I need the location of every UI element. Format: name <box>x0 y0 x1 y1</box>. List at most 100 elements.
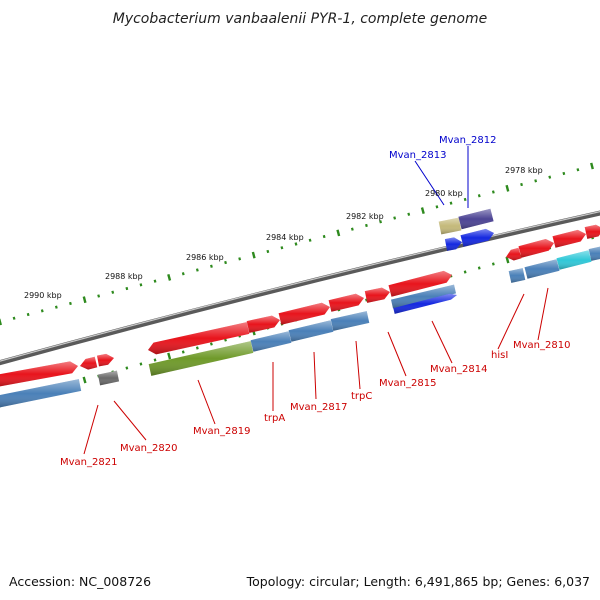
cds-mvan-2813 <box>438 217 462 235</box>
outer-minor-tick <box>491 190 495 194</box>
gene-labels: Mvan_2812 Mvan_2813 Mvan_2810 hisI Mvan_… <box>60 135 570 468</box>
gene-mvan-2813-shade <box>444 237 462 251</box>
kbp-labels: 2990 kbp 2988 kbp 2986 kbp 2984 kbp 2982… <box>24 166 543 300</box>
cds-mvan-2810b <box>556 250 592 270</box>
leader-hisi <box>497 293 525 350</box>
gene-mvan-2820a-shade <box>80 356 98 370</box>
outer-minor-tick <box>195 268 199 272</box>
cds-mvan-2820 <box>97 370 120 386</box>
inner-minor-tick <box>153 358 157 362</box>
outer-minor-tick <box>322 234 326 239</box>
gene-label-mvan-2810: Mvan_2810 <box>513 340 570 351</box>
cds-mvan-2815 <box>391 284 456 309</box>
gene-mvan-2809-shade <box>584 224 600 239</box>
topology-summary: Topology: circular; Length: 6,491,865 bp… <box>246 574 590 589</box>
gene-mvan-2810a <box>518 239 554 258</box>
gene-trpa-shade <box>246 315 280 333</box>
gene-mvan-2810a-shade <box>518 239 554 258</box>
outer-minor-tick <box>477 194 481 198</box>
gene-label-mvan-2813: Mvan_2813 <box>389 150 446 161</box>
gene-label-mvan-2812: Mvan_2812 <box>439 135 496 146</box>
leader-mvan-2815 <box>387 331 407 377</box>
gene-mvan-2809 <box>584 224 600 239</box>
inner-minor-tick <box>477 266 481 270</box>
cds-mvan-2815-shade <box>391 284 456 309</box>
outer-major-tick <box>590 162 594 170</box>
inner-minor-tick <box>491 262 495 266</box>
cds-mvan-2809-shade <box>588 246 600 261</box>
gene-mvan-2820b-shade <box>97 353 114 367</box>
strand-mvan-2815 <box>393 293 457 314</box>
gene-mvan-2820b <box>97 353 114 367</box>
leader-mvan-2817 <box>313 351 317 400</box>
outer-minor-tick <box>125 286 129 291</box>
cds-mvan-2810a-shade <box>524 259 560 279</box>
outer-minor-tick <box>153 279 157 283</box>
gene-mvan-2821 <box>0 361 78 387</box>
outer-major-tick <box>420 207 425 215</box>
gene-label-trpc: trpC <box>351 391 372 402</box>
gene-label-mvan-2820: Mvan_2820 <box>120 443 177 454</box>
gene-label-mvan-2814: Mvan_2814 <box>430 364 487 375</box>
cds-mvan-2809 <box>588 246 600 261</box>
leader-trpc <box>355 340 361 390</box>
outer-minor-tick <box>435 205 439 209</box>
inner-minor-tick <box>195 346 199 350</box>
leader-mvan-2820 <box>113 400 147 441</box>
inner-major-tick <box>167 352 172 360</box>
cds-trpc-shade <box>330 311 370 331</box>
outer-minor-tick <box>548 175 552 179</box>
cds-trpa <box>250 331 292 352</box>
gene-mvan-2820a <box>80 356 98 370</box>
gene-label-mvan-2821: Mvan_2821 <box>60 457 117 468</box>
outer-minor-tick <box>26 312 30 317</box>
gene-mvan-2812 <box>460 228 494 247</box>
outer-minor-tick <box>449 201 453 205</box>
gene-trpc <box>328 293 364 312</box>
inner-minor-tick <box>139 362 143 366</box>
kbp-label-2980: 2980 kbp <box>425 189 463 198</box>
outer-minor-tick <box>224 260 227 265</box>
label-leader-lines <box>83 146 549 455</box>
gene-mvan-2814 <box>388 270 452 297</box>
outer-minor-tick <box>69 301 72 306</box>
gene-mvan-2819 <box>148 322 250 355</box>
outer-minor-tick <box>463 197 467 202</box>
outer-minor-tick <box>181 272 185 276</box>
leader-mvan-2819 <box>197 379 216 425</box>
outer-minor-tick <box>365 223 368 228</box>
outer-minor-tick <box>111 290 115 294</box>
outer-minor-tick <box>379 220 382 224</box>
outer-major-tick <box>336 229 341 237</box>
outer-minor-tick <box>280 246 284 250</box>
inner-minor-tick <box>125 366 129 370</box>
leader-mvan-2821 <box>83 404 99 455</box>
kbp-label-2984: 2984 kbp <box>266 233 304 242</box>
gene-hisi <box>506 247 522 261</box>
outer-minor-tick <box>308 238 312 242</box>
gene-label-hisi: hisI <box>491 350 508 361</box>
outer-major-tick <box>82 296 87 304</box>
accession-text: Accession: NC_008726 <box>9 574 151 589</box>
cds-mvan-2821-shade <box>0 379 82 408</box>
gene-features <box>0 208 600 408</box>
outer-minor-tick <box>12 316 16 320</box>
outer-minor-tick <box>238 257 242 261</box>
outer-major-tick <box>505 184 510 192</box>
gene-label-trpa: trpA <box>264 413 285 424</box>
cds-trpa-shade <box>250 331 292 352</box>
leader-mvan-2814 <box>431 320 453 364</box>
inner-minor-tick <box>365 298 368 302</box>
outer-minor-tick <box>266 249 270 254</box>
cds-mvan-2819-shade <box>148 341 254 376</box>
cds-mvan-2817-shade <box>288 320 334 342</box>
outer-minor-tick <box>40 309 44 313</box>
cds-mvan-2810b-shade <box>556 250 592 270</box>
inner-major-tick <box>505 256 510 264</box>
outer-minor-tick <box>210 264 213 268</box>
strand-mvan-2815-shade <box>393 293 457 314</box>
outer-major-tick <box>167 273 172 281</box>
cds-mvan-2821 <box>0 379 82 408</box>
inner-major-tick <box>82 376 87 384</box>
